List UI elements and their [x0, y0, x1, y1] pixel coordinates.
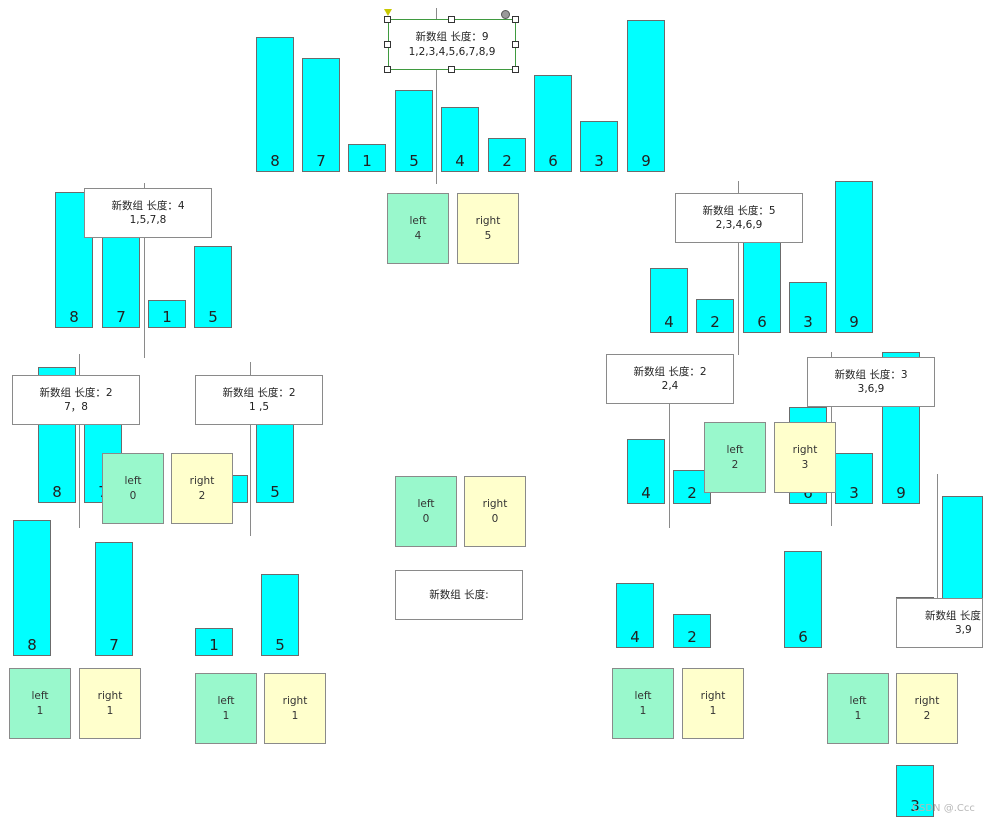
- note-content: 1,5,7,8: [129, 214, 167, 226]
- split-line: [436, 8, 437, 184]
- resize-handle[interactable]: [448, 66, 455, 73]
- new-array-note: 新数组 长度：3 3,6,9: [807, 357, 935, 407]
- array-bar: 2: [696, 299, 734, 333]
- array-bar: 6: [534, 75, 572, 172]
- resize-handle[interactable]: [512, 66, 519, 73]
- adjust-handle-icon[interactable]: [384, 9, 392, 16]
- array-bar: 4: [441, 107, 479, 172]
- right-pointer-box: right 3: [774, 422, 836, 493]
- note-title: 新数组 长度：2: [39, 386, 113, 399]
- new-array-note: 新数组 长度：2 7，8: [12, 375, 140, 425]
- array-bar: 9: [835, 181, 873, 333]
- left-pointer-box: left 4: [387, 193, 449, 264]
- note-content: 1 ,5: [248, 401, 270, 413]
- note-content: 3,9: [955, 624, 972, 636]
- new-array-note: 新数组 长度：4 1,5,7,8: [84, 188, 212, 238]
- array-bar: 7: [95, 542, 133, 656]
- array-bar: 1: [148, 300, 186, 328]
- array-bar: 1: [195, 628, 233, 656]
- right-pointer-box: right 1: [264, 673, 326, 744]
- array-bar: 6: [784, 551, 822, 648]
- note-content: 3,6,9: [857, 383, 885, 395]
- left-pointer-box: left 1: [195, 673, 257, 744]
- left-pointer-box: left 0: [395, 476, 457, 547]
- left-pointer-box: left 1: [612, 668, 674, 739]
- resize-handle[interactable]: [384, 66, 391, 73]
- array-bar: 5: [194, 246, 232, 328]
- rotate-handle-icon[interactable]: [501, 10, 510, 19]
- new-array-note: 新数组 长度: 3,9: [896, 598, 983, 648]
- array-bar: 4: [616, 583, 654, 648]
- note-content: 1,2,3,4,5,6,7,8,9: [408, 45, 496, 58]
- new-array-note: 新数组 长度:: [395, 570, 523, 620]
- array-bar: 1: [348, 144, 386, 172]
- split-line: [669, 356, 670, 528]
- array-bar: 5: [256, 421, 294, 503]
- new-array-note-selected[interactable]: 新数组 长度：9 1,2,3,4,5,6,7,8,9: [388, 19, 516, 70]
- right-pointer-box: right 2: [896, 673, 958, 744]
- note-title: 新数组 长度：2: [222, 386, 296, 399]
- left-pointer-box: left 1: [9, 668, 71, 739]
- resize-handle[interactable]: [384, 16, 391, 23]
- array-bar: 5: [395, 90, 433, 172]
- right-pointer-box: right 1: [682, 668, 744, 739]
- note-title: 新数组 长度：9: [415, 31, 489, 44]
- array-bar: 5: [261, 574, 299, 656]
- array-bar: 6: [743, 236, 781, 333]
- resize-handle[interactable]: [512, 41, 519, 48]
- right-pointer-box: right 5: [457, 193, 519, 264]
- array-bar: 3: [835, 453, 873, 504]
- array-bar: 4: [650, 268, 688, 333]
- resize-handle[interactable]: [448, 16, 455, 23]
- new-array-note: 新数组 长度：5 2,3,4,6,9: [675, 193, 803, 243]
- left-pointer-box: left 2: [704, 422, 766, 493]
- left-pointer-box: left 0: [102, 453, 164, 524]
- array-bar: 9: [627, 20, 665, 172]
- array-bar: 2: [488, 138, 526, 172]
- array-bar: 7: [302, 58, 340, 172]
- array-bar: 3: [789, 282, 827, 333]
- array-bar: 8: [256, 37, 294, 172]
- right-pointer-box: right 1: [79, 668, 141, 739]
- split-line: [738, 181, 739, 355]
- split-line: [79, 354, 80, 528]
- note-title: 新数组 长度：2: [633, 365, 707, 378]
- note-content: 7，8: [64, 401, 88, 413]
- right-pointer-box: right 0: [464, 476, 526, 547]
- note-content: 2,3,4,6,9: [715, 219, 763, 231]
- watermark: CSDN @.Ccc: [912, 803, 975, 814]
- resize-handle[interactable]: [512, 16, 519, 23]
- right-pointer-box: right 2: [171, 453, 233, 524]
- note-title: 新数组 长度:: [429, 588, 489, 601]
- note-content: 2,4: [661, 380, 679, 392]
- array-bar: 3: [896, 765, 934, 817]
- left-pointer-box: left 1: [827, 673, 889, 744]
- note-title: 新数组 长度：4: [111, 199, 185, 212]
- note-title: 新数组 长度:: [925, 609, 983, 622]
- resize-handle[interactable]: [384, 41, 391, 48]
- split-line: [250, 362, 251, 536]
- new-array-note: 新数组 长度：2 2,4: [606, 354, 734, 404]
- split-line: [144, 183, 145, 358]
- new-array-note: 新数组 长度：2 1 ,5: [195, 375, 323, 425]
- array-bar: 8: [13, 520, 51, 656]
- note-title: 新数组 长度：3: [834, 368, 908, 381]
- array-bar: 3: [580, 121, 618, 172]
- split-line: [937, 474, 938, 598]
- array-bar: 4: [627, 439, 665, 504]
- array-bar: 2: [673, 614, 711, 648]
- note-title: 新数组 长度：5: [702, 204, 776, 217]
